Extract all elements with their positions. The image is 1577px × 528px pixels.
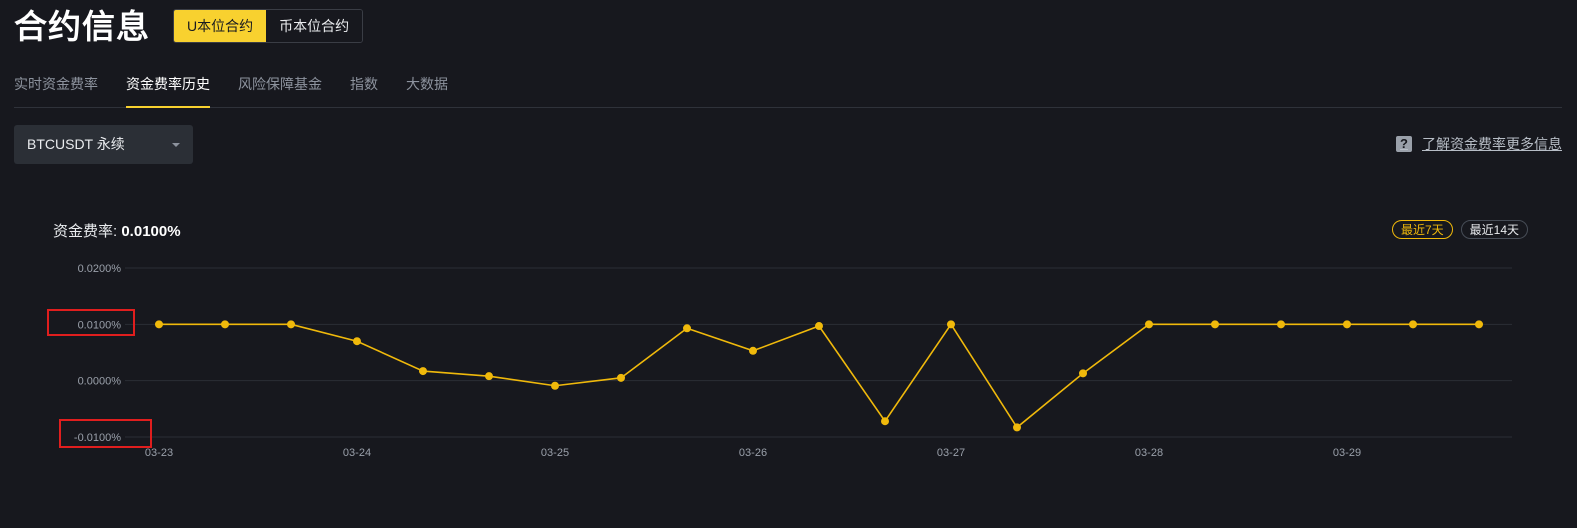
data-point[interactable] <box>353 337 361 346</box>
contract-type-toggle: U本位合约 币本位合约 <box>173 9 364 43</box>
data-point[interactable] <box>1343 320 1351 329</box>
data-point[interactable] <box>1277 320 1285 329</box>
y-tick-label: 0.0100% <box>78 319 122 331</box>
x-tick-label: 03-27 <box>937 447 965 459</box>
data-point[interactable] <box>749 346 757 355</box>
range-14d-button[interactable]: 最近14天 <box>1460 220 1528 239</box>
x-tick-label: 03-26 <box>739 447 767 459</box>
data-point[interactable] <box>485 372 493 381</box>
x-tick-label: 03-25 <box>541 447 569 459</box>
caret-down-icon <box>172 143 180 147</box>
learn-more-link[interactable]: ? 了解资金费率更多信息 <box>1396 134 1562 154</box>
x-tick-label: 03-29 <box>1333 447 1361 459</box>
help-icon: ? <box>1396 136 1412 152</box>
x-tick-label: 03-28 <box>1135 447 1163 459</box>
highlight-box-positive <box>47 309 135 336</box>
page-title: 合约信息 <box>14 8 150 45</box>
tab-index[interactable]: 指数 <box>350 76 378 92</box>
tab-bar: 实时资金费率 资金费率历史 风险保障基金 指数 大数据 <box>14 66 1562 108</box>
data-point[interactable] <box>683 324 691 333</box>
data-point[interactable] <box>1145 320 1153 329</box>
symbol-select[interactable]: BTCUSDT 永续 <box>14 125 193 164</box>
data-point[interactable] <box>419 367 427 376</box>
range-selector: 最近7天 最近14天 <box>1391 220 1528 239</box>
learn-more-label: 了解资金费率更多信息 <box>1422 136 1562 152</box>
x-tick-label: 03-24 <box>343 447 371 459</box>
data-point[interactable] <box>1475 320 1483 329</box>
data-point[interactable] <box>287 320 295 329</box>
coin-margined-button[interactable]: 币本位合约 <box>266 10 363 42</box>
y-tick-label: 0.0200% <box>78 263 122 275</box>
funding-rate-label: 资金费率: <box>53 223 118 240</box>
data-point[interactable] <box>617 373 625 382</box>
data-point[interactable] <box>1409 320 1417 329</box>
y-tick-label: 0.0000% <box>78 376 122 388</box>
data-point[interactable] <box>551 381 559 390</box>
data-point[interactable] <box>881 417 889 426</box>
data-point[interactable] <box>947 320 955 329</box>
tab-big-data[interactable]: 大数据 <box>406 76 448 92</box>
funding-rate-value: 0.0100% <box>121 223 181 240</box>
funding-rate-readout: 资金费率: 0.0100% <box>53 220 181 241</box>
tab-insurance-fund[interactable]: 风险保障基金 <box>238 76 322 92</box>
data-point[interactable] <box>155 320 163 329</box>
tab-funding-history[interactable]: 资金费率历史 <box>126 66 210 108</box>
highlight-box-negative <box>59 419 152 448</box>
usdt-margined-button[interactable]: U本位合约 <box>174 10 267 42</box>
data-point[interactable] <box>1211 320 1219 329</box>
data-point[interactable] <box>1013 423 1021 432</box>
data-point[interactable] <box>1079 369 1087 378</box>
data-point[interactable] <box>815 322 823 331</box>
tab-realtime-funding[interactable]: 实时资金费率 <box>14 76 98 92</box>
x-tick-label: 03-23 <box>145 447 173 459</box>
y-tick-label: -0.0100% <box>74 432 121 444</box>
symbol-select-value: BTCUSDT 永续 <box>27 136 125 152</box>
data-point[interactable] <box>221 320 229 329</box>
range-7d-button[interactable]: 最近7天 <box>1391 220 1453 239</box>
